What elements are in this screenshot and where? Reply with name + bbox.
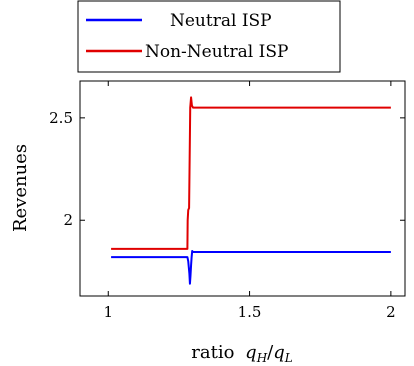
legend: Neutral ISP Non-Neutral ISP — [77, 0, 341, 73]
y-tick-label: 2.5 — [49, 109, 73, 127]
plot-frame — [79, 80, 406, 297]
series-line-neutral-isp — [111, 249, 391, 285]
x-tick-label: 1.5 — [238, 303, 262, 321]
legend-label-neutral-isp: Neutral ISP — [170, 11, 272, 31]
series-line-non-neutral-isp — [111, 96, 391, 250]
y-axis-label: Revenues — [10, 144, 31, 232]
legend-box — [77, 0, 341, 73]
x-axis-label-math: q — [245, 342, 257, 363]
x-axis-label: ratio qH/qL — [191, 342, 293, 365]
legend-label-non-neutral-isp: Non-Neutral ISP — [145, 42, 288, 62]
x-axis-label-sub-h: H — [256, 351, 268, 365]
x-tick-label: 1 — [103, 303, 113, 321]
x-axis-label-slash: / — [267, 342, 274, 363]
x-axis-label-prefix: ratio — [191, 342, 234, 363]
x-axis-label-math-2: q — [273, 342, 285, 363]
series-layer — [111, 96, 391, 285]
axis-ticks: 1 1.5 2 2 2.5 — [49, 81, 405, 321]
y-tick-label: 2 — [63, 211, 73, 229]
x-tick-label: 2 — [386, 303, 396, 321]
x-axis-label-sub-l: L — [284, 351, 293, 365]
